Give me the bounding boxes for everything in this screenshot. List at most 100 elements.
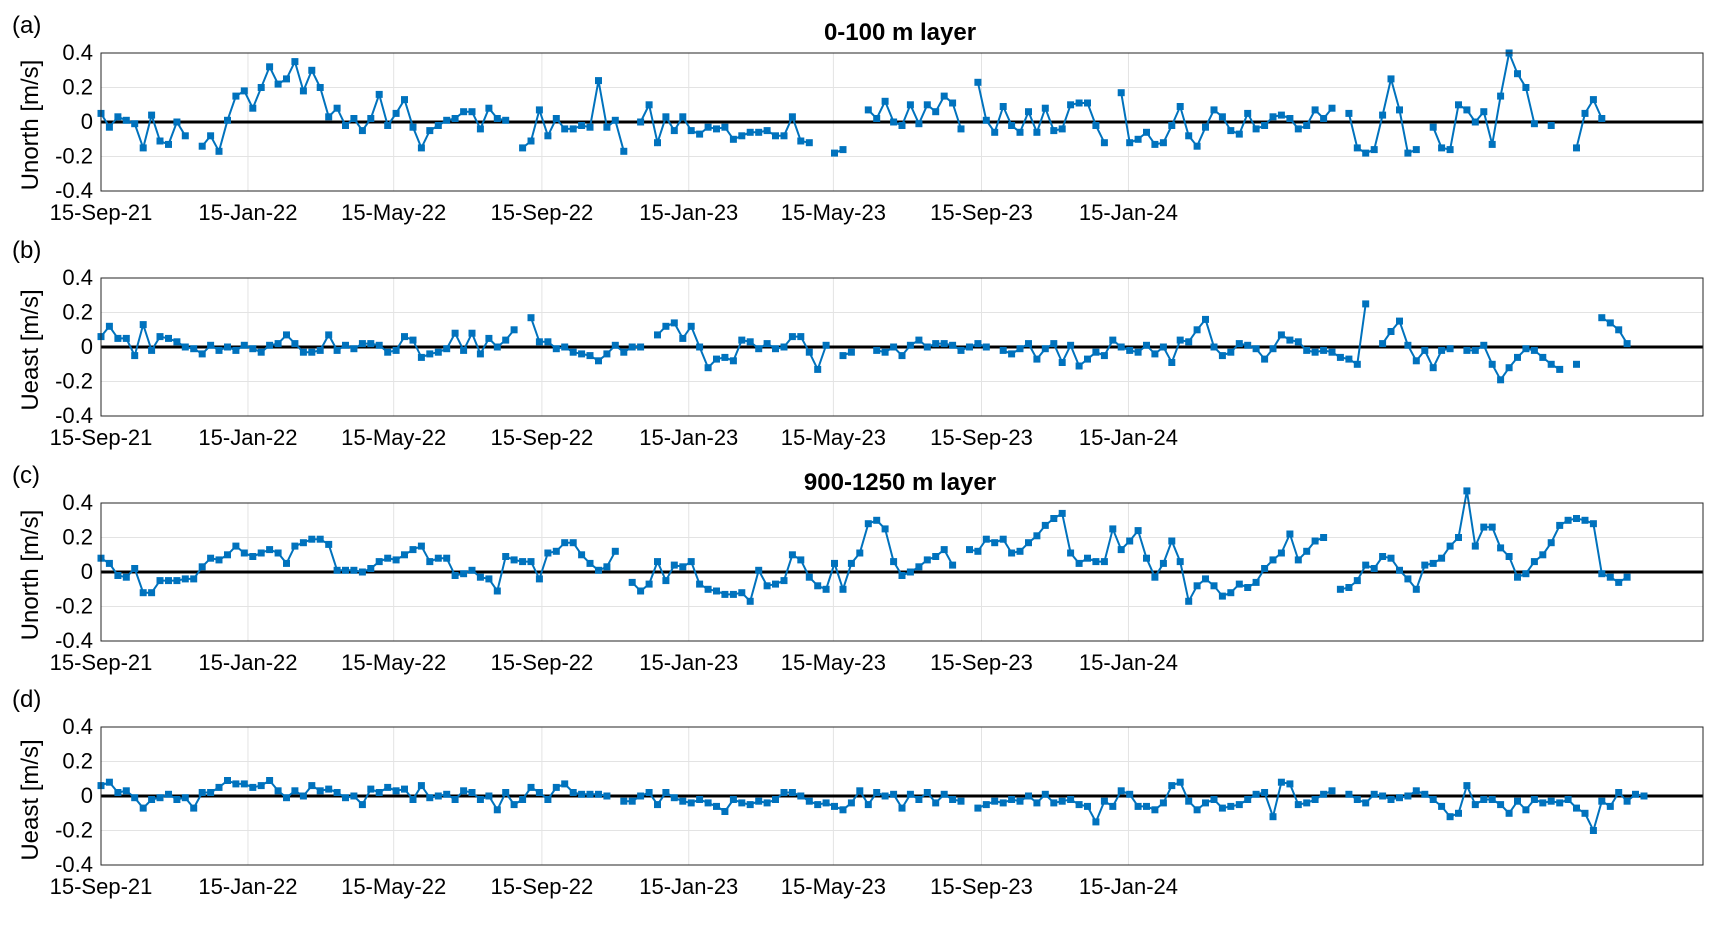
panel-a-data-point — [257, 84, 265, 91]
panel-d-data-point — [1573, 804, 1580, 812]
panel-a-data-point — [974, 78, 982, 86]
panel-d-data-point — [1632, 790, 1639, 798]
panel-b-data-point — [923, 343, 931, 351]
panel-d-data-point — [831, 802, 838, 810]
panel-a-data-point — [957, 125, 965, 133]
panel-b-data-point — [1463, 346, 1471, 354]
panel-a-data-point — [687, 127, 695, 135]
panel-d-data-point — [1396, 794, 1403, 802]
panel-d-data-point — [316, 787, 324, 795]
panel-b-data-point — [316, 346, 324, 354]
panel-b-data-point — [190, 345, 198, 353]
panel-d-data-point — [148, 796, 156, 803]
panel-c-data-point — [401, 551, 408, 559]
panel-a-data-point — [654, 139, 661, 147]
panel-d-data-point — [375, 789, 383, 796]
panel-d-data-point — [1252, 790, 1260, 798]
panel-a-data-point — [417, 144, 425, 152]
panel-d-data-point — [637, 792, 645, 800]
panel-a-data-point — [1041, 104, 1049, 112]
panel-a-xtick-label: 15-Sep-22 — [491, 200, 594, 225]
panel-c-data-point — [190, 575, 198, 583]
panel-b-data-point — [1573, 360, 1580, 368]
panel-b-data-point — [1311, 348, 1319, 356]
panel-c-data-point — [173, 577, 181, 585]
panel-b-data-point — [544, 338, 552, 346]
panel-d-data-point — [1471, 801, 1479, 809]
panel-c-data-point — [384, 554, 392, 562]
panel-c-data-point — [1623, 573, 1631, 581]
panel-d-data-point — [620, 797, 628, 805]
panel-a-data-point — [662, 113, 670, 121]
panel-a-data-point — [333, 104, 341, 112]
panel-d-data-point — [982, 801, 990, 809]
panel-b-data-point — [763, 340, 771, 348]
panel-d-data-point — [333, 789, 341, 796]
panel-d-data-point — [932, 799, 940, 807]
panel-d-data-point — [1235, 801, 1243, 809]
panel-b-data-point — [1556, 365, 1564, 373]
panel-a-data-point — [578, 122, 586, 129]
panel-c-data-point — [856, 549, 864, 557]
panel-b-data-point — [738, 336, 746, 344]
panel-c-ytick-label: -0.4 — [55, 628, 93, 653]
panel-a-title: 0-100 m layer — [824, 19, 976, 46]
panel-c-data-point — [1261, 565, 1269, 572]
panel-b-data-point — [1412, 357, 1420, 365]
panel-a-data-point — [1598, 115, 1606, 122]
panel-a-data-point — [738, 132, 746, 140]
panel-d-data-point — [544, 796, 552, 803]
panel-b-data-point — [1294, 338, 1302, 346]
panel-b-data-point — [999, 346, 1007, 354]
panel-c-data-point — [1539, 551, 1547, 559]
panel-b-data-point — [1286, 336, 1294, 344]
panel-d-data-point — [906, 790, 914, 798]
panel-a-data-point — [476, 125, 484, 133]
panel-b-series-line — [1601, 316, 1628, 345]
panel-a-data-point — [1294, 125, 1302, 133]
panel-d-data-point — [165, 790, 172, 798]
panel-b-data-point — [1193, 326, 1201, 334]
panel-a-data-point — [283, 75, 290, 83]
panel-a-data-point — [831, 149, 838, 157]
panel-a-data-point — [1320, 115, 1328, 122]
panel-a-data-point — [772, 132, 779, 140]
panel-a-data-point — [544, 132, 552, 140]
panel-a-data-point — [1370, 146, 1378, 154]
panel-d-data-point — [283, 794, 290, 802]
panel-c-xtick-label: 15-May-23 — [781, 650, 886, 675]
panel-a-data-point — [991, 128, 999, 136]
panel-b-data-point — [1050, 340, 1058, 348]
panel-c-data-point — [493, 587, 501, 595]
panel-b-data-point — [1269, 345, 1277, 353]
panel-c-data-point — [544, 549, 552, 557]
panel-b-data-point — [822, 341, 830, 349]
panel-a-data-point — [1176, 103, 1184, 110]
panel-a-data-point — [890, 118, 898, 126]
panel-c-axes-box — [100, 502, 1704, 642]
panel-d-data-point — [1244, 796, 1252, 803]
panel-c-data-point — [662, 577, 670, 585]
panel-b-data-point — [510, 326, 518, 334]
panel-a-data-point — [1185, 132, 1193, 140]
panel-a-data-point — [755, 128, 763, 136]
panel-b-data-point — [906, 341, 914, 349]
panel-c-data-point — [1446, 542, 1454, 550]
panel-c-data-point — [1615, 578, 1623, 586]
panel-c-data-point — [148, 589, 156, 597]
panel-d-data-point — [1143, 802, 1150, 810]
panel-b-data-point — [1336, 353, 1344, 361]
panel-b-data-point — [788, 333, 796, 341]
panel-d-data-point — [1084, 802, 1091, 810]
panel-c-data-point — [873, 516, 881, 524]
panel-b-data-point — [434, 348, 442, 356]
panel-b-data-point — [1185, 338, 1193, 346]
panel-c-data-point — [105, 559, 113, 567]
panel-b-data-point — [409, 336, 417, 344]
panel-a-data-point — [645, 101, 653, 109]
panel-c-data-point — [898, 572, 906, 579]
panel-b-data-point — [1328, 348, 1336, 356]
panel-d-data-point — [384, 783, 392, 791]
panel-d-data-point — [460, 787, 468, 795]
panel-a-series-line — [1575, 97, 1603, 149]
